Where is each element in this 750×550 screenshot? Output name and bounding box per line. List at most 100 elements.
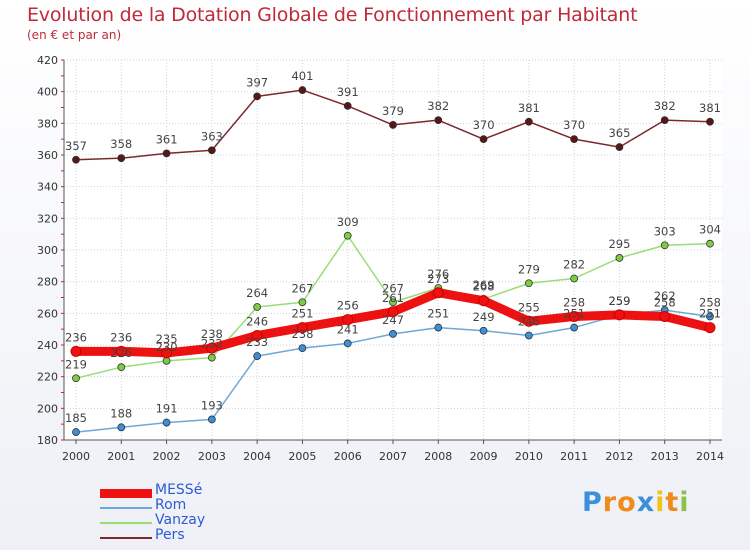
data-point [162,418,171,427]
data-point [298,344,307,353]
data-point [161,347,173,359]
data-label: 391 [337,85,359,99]
x-tick-label: 2002 [153,450,181,463]
chart-title: Evolution de la Dotation Globale de Fonc… [27,4,638,26]
data-label: 241 [337,322,359,336]
data-label: 357 [65,139,87,153]
data-point [251,330,263,341]
data-label: 401 [291,69,313,83]
y-tick-label: 300 [37,244,58,257]
data-point [253,92,262,101]
data-label: 358 [110,137,132,151]
data-point [432,287,444,299]
data-label: 235 [156,332,178,346]
data-label: 267 [382,281,404,295]
legend-label: MESSé [155,482,203,498]
data-label: 370 [563,118,585,132]
data-point [524,331,533,340]
y-tick-label: 200 [37,402,58,415]
data-label: 238 [291,327,313,341]
data-label: 185 [65,411,87,425]
data-point [72,155,80,164]
logo-letter: t [665,487,680,518]
data-label: 193 [201,398,223,412]
legend-label: Vanzay [155,512,206,528]
x-tick-label: 2012 [605,450,633,463]
data-label: 304 [699,223,721,237]
x-tick-label: 2010 [515,450,543,463]
data-label: 273 [427,272,449,286]
x-tick-label: 2014 [696,450,724,463]
data-label: 268 [473,280,495,294]
legend-label: Pers [155,527,185,543]
logo-letter: o [617,487,637,518]
data-point [570,135,579,144]
data-point [434,116,443,125]
y-tick-label: 280 [37,276,58,289]
x-tick-label: 2007 [379,450,407,463]
data-label: 188 [110,406,132,420]
data-point [660,116,669,125]
data-point [253,352,262,360]
data-label: 279 [518,262,540,276]
y-tick-label: 400 [37,86,58,99]
data-point [704,322,716,334]
x-tick-label: 2005 [288,450,316,463]
y-tick-label: 380 [37,117,58,130]
data-label: 397 [246,75,268,89]
data-label: 219 [65,357,87,371]
data-label: 259 [608,294,630,308]
data-label: 382 [427,99,449,113]
x-tick-label: 2011 [560,450,588,463]
data-label: 246 [518,315,540,329]
data-label: 236 [65,330,87,344]
legend-swatch [100,488,152,498]
data-label: 233 [246,335,268,349]
data-label: 226 [110,346,132,360]
data-point [615,143,624,151]
y-tick-label: 180 [37,434,58,447]
data-point [162,149,171,158]
data-point [434,323,443,332]
data-point [389,298,397,307]
data-point [206,342,218,354]
data-label: 232 [201,337,223,351]
data-label: 256 [337,299,359,313]
y-tick-label: 340 [37,181,58,194]
data-label: 295 [608,237,630,251]
data-label: 365 [608,126,630,140]
data-point [117,154,126,163]
data-point [524,279,533,288]
x-tick-label: 2006 [334,450,362,463]
data-label: 230 [156,340,178,354]
logo-letter: x [636,487,656,518]
data-label: 381 [518,101,540,115]
data-label: 361 [156,132,178,146]
x-tick-label: 2001 [107,450,135,463]
data-point [387,306,399,318]
data-point [207,146,216,155]
data-point [253,303,262,311]
data-point [706,117,714,126]
data-point [343,231,352,240]
data-label: 249 [473,310,495,324]
data-label: 370 [473,118,495,132]
legend-swatch [100,507,152,509]
data-label: 276 [427,267,449,281]
data-point [523,315,535,327]
data-point [70,345,82,357]
logo-letter: P [582,487,603,518]
data-point [115,345,127,357]
data-point [72,428,80,436]
data-point [298,86,307,94]
data-point [342,314,354,326]
data-point [524,117,533,126]
x-tick-label: 2000 [62,450,90,463]
data-point [706,239,714,248]
y-tick-label: 260 [37,307,58,320]
y-tick-label: 220 [37,371,58,384]
data-point [613,309,625,321]
data-point [478,295,490,307]
